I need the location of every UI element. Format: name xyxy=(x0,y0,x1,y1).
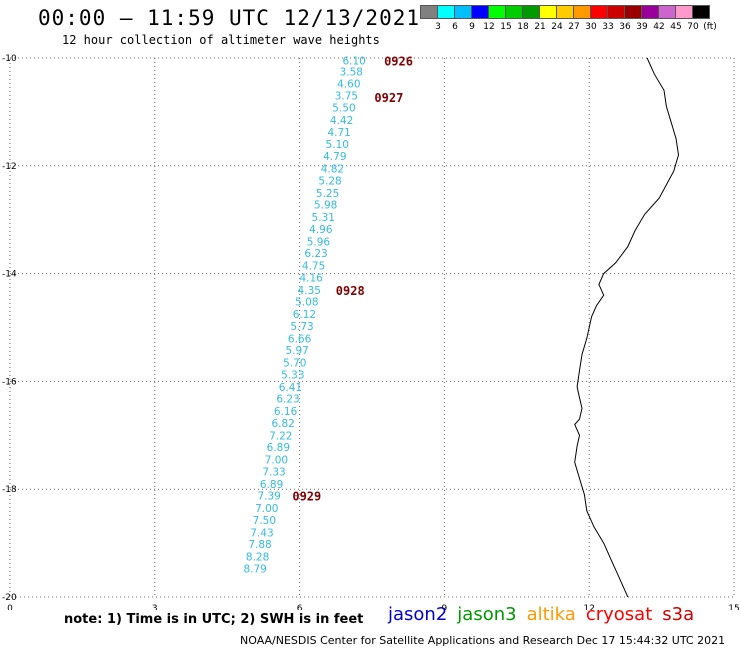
swh-value: 6.89 xyxy=(267,442,290,454)
swh-value: 7.00 xyxy=(255,503,278,515)
swh-value: 5.73 xyxy=(290,321,313,333)
grid-lines xyxy=(10,58,734,597)
colorbar-label: (ft) xyxy=(703,22,717,32)
x-tick-label: 9 xyxy=(442,604,448,610)
satellite-legend-item: jason3 xyxy=(457,604,517,625)
pass-time-label: 0929 xyxy=(292,490,321,504)
y-tick-label: -14 xyxy=(2,270,17,280)
x-tick-label: 15 xyxy=(728,604,739,610)
pass-time-label: 0926 xyxy=(384,55,413,69)
swh-value: 5.97 xyxy=(285,345,308,357)
swh-value: 8.79 xyxy=(243,563,266,575)
swh-value: 7.33 xyxy=(262,466,285,478)
swh-value: 5.33 xyxy=(281,369,304,381)
y-tick-label: -20 xyxy=(2,593,17,603)
swh-value: 6.10 xyxy=(342,56,365,68)
colorbar-label: 36 xyxy=(619,22,631,32)
colorbar-label: 9 xyxy=(469,22,475,32)
swh-value: 8.28 xyxy=(246,552,269,564)
swh-value: 5.31 xyxy=(312,212,335,224)
satellite-legend-item: cryosat xyxy=(585,604,653,625)
swh-value: 7.22 xyxy=(269,430,292,442)
swh-value: 4.16 xyxy=(299,272,323,284)
satellite-legend-item: altika xyxy=(526,604,576,625)
swh-value: 6.66 xyxy=(288,333,312,345)
colorbar-label: 12 xyxy=(483,22,495,32)
swh-value: 4.71 xyxy=(327,127,350,139)
swh-value: 4.96 xyxy=(309,224,333,236)
units-note: note: 1) Time is in UTC; 2) SWH is in fe… xyxy=(64,612,364,627)
coastline-path xyxy=(574,57,680,598)
swh-value: 3.75 xyxy=(335,91,358,103)
colorbar-label: 15 xyxy=(500,22,512,32)
colorbar-label: 42 xyxy=(653,22,665,32)
swh-value: 7.88 xyxy=(248,539,271,551)
colorbar-label: 18 xyxy=(517,22,529,32)
swh-value: 6.23 xyxy=(304,248,327,260)
swh-value: 5.28 xyxy=(318,175,341,187)
swh-value: 7.39 xyxy=(257,491,280,503)
swh-value: 6.23 xyxy=(276,394,299,406)
colorbar-swatch xyxy=(692,5,710,19)
plot-border xyxy=(9,57,735,598)
satellite-legend-item: s3a xyxy=(662,604,695,625)
swh-value: 5.25 xyxy=(316,188,339,200)
credit-line: NOAA/NESDIS Center for Satellite Applica… xyxy=(240,634,726,647)
swh-value: 4.75 xyxy=(302,261,325,273)
swh-value: 4.60 xyxy=(337,78,360,90)
map-plot: 0 3 6 9 12 15 -10 -12 -14 -16 -18 -20 6.103.584.603… xyxy=(2,54,740,610)
colorbar-label: 33 xyxy=(602,22,614,32)
pass-time-label: 0928 xyxy=(336,284,365,298)
swh-value: 4.79 xyxy=(323,151,346,163)
chart-subtitle: 12 hour collection of altimeter wave hei… xyxy=(62,33,380,47)
swh-value: 5.96 xyxy=(307,236,331,248)
swh-value: 5.70 xyxy=(283,358,306,370)
pass-time-label: 0927 xyxy=(374,91,403,105)
x-tick-label: 6 xyxy=(297,604,303,610)
colorbar-label: 24 xyxy=(551,22,563,32)
swh-value: 7.00 xyxy=(265,455,288,467)
colorbar-label: 39 xyxy=(636,22,648,32)
satellite-legend-item: jason2 xyxy=(388,604,448,625)
x-tick-label: 3 xyxy=(152,604,158,610)
y-tick-label: -18 xyxy=(2,485,17,495)
swh-value: 4.35 xyxy=(298,285,321,297)
x-tick-label: 12 xyxy=(583,604,594,610)
plot-frame xyxy=(9,57,735,598)
y-tick-label: -12 xyxy=(2,162,17,172)
swh-value: 3.58 xyxy=(340,66,363,78)
colorbar-label: 3 xyxy=(435,22,441,32)
swh-value: 6.12 xyxy=(293,309,316,321)
colorbar-label: 6 xyxy=(452,22,458,32)
swh-value: 7.43 xyxy=(250,527,273,539)
swh-value: 5.10 xyxy=(326,139,349,151)
x-tick-label: 0 xyxy=(7,604,13,610)
axis-ticks: 0 3 6 9 12 15 -10 -12 -14 -16 -18 -20 xyxy=(2,54,740,610)
swh-value: 6.89 xyxy=(260,479,283,491)
colorbar-label: 27 xyxy=(568,22,580,32)
coastline xyxy=(574,57,680,598)
swh-value: 6.41 xyxy=(279,382,302,394)
swh-value: 5.08 xyxy=(295,297,318,309)
colorbar-label: 45 xyxy=(670,22,682,32)
colorbar-label: 70 xyxy=(687,22,699,32)
pass-time-labels: 0926 0927 0928 0929 xyxy=(292,55,413,504)
y-tick-label: -16 xyxy=(2,377,17,387)
colorbar-label: 30 xyxy=(585,22,597,32)
colorbar xyxy=(420,5,710,21)
satellite-legend: jason2 jason3 altika cryosat s3a xyxy=(388,604,704,625)
swh-value: 5.98 xyxy=(314,200,337,212)
swh-value: 6.16 xyxy=(274,406,298,418)
y-tick-label: -10 xyxy=(2,54,17,64)
swh-track: 6.103.584.603.755.504.424.715.104.794.82… xyxy=(243,56,365,576)
swh-value: 7.50 xyxy=(253,515,276,527)
swh-value: 5.50 xyxy=(332,103,355,115)
swh-value: 4.42 xyxy=(330,115,353,127)
swh-value: 4.82 xyxy=(321,163,344,175)
swh-value: 6.82 xyxy=(271,418,294,430)
chart-title: 00:00 – 11:59 UTC 12/13/2021 xyxy=(38,6,421,30)
colorbar-label: 21 xyxy=(534,22,546,32)
